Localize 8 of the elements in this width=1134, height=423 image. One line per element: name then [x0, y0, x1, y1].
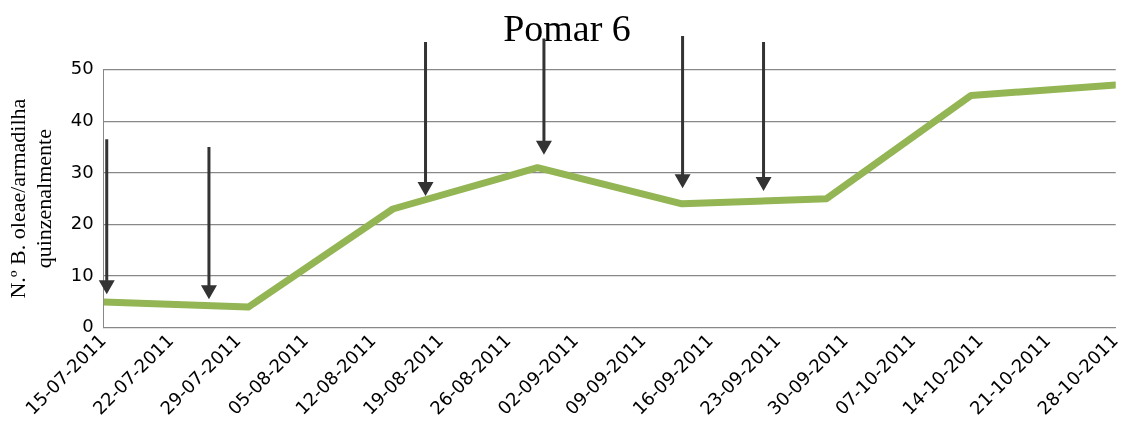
y-tick-label: 20	[70, 212, 94, 234]
y-tick-label: 40	[70, 108, 94, 130]
chart-title: Pomar 6	[503, 6, 631, 49]
y-axis-title: N.º B. oleae/armadilha quinzenalmente	[4, 98, 57, 299]
y-tick-label: 30	[70, 160, 94, 182]
y-tick-label: 10	[70, 263, 94, 285]
y-tick-label: 0	[82, 315, 94, 337]
y-tick-label: 50	[70, 57, 94, 79]
